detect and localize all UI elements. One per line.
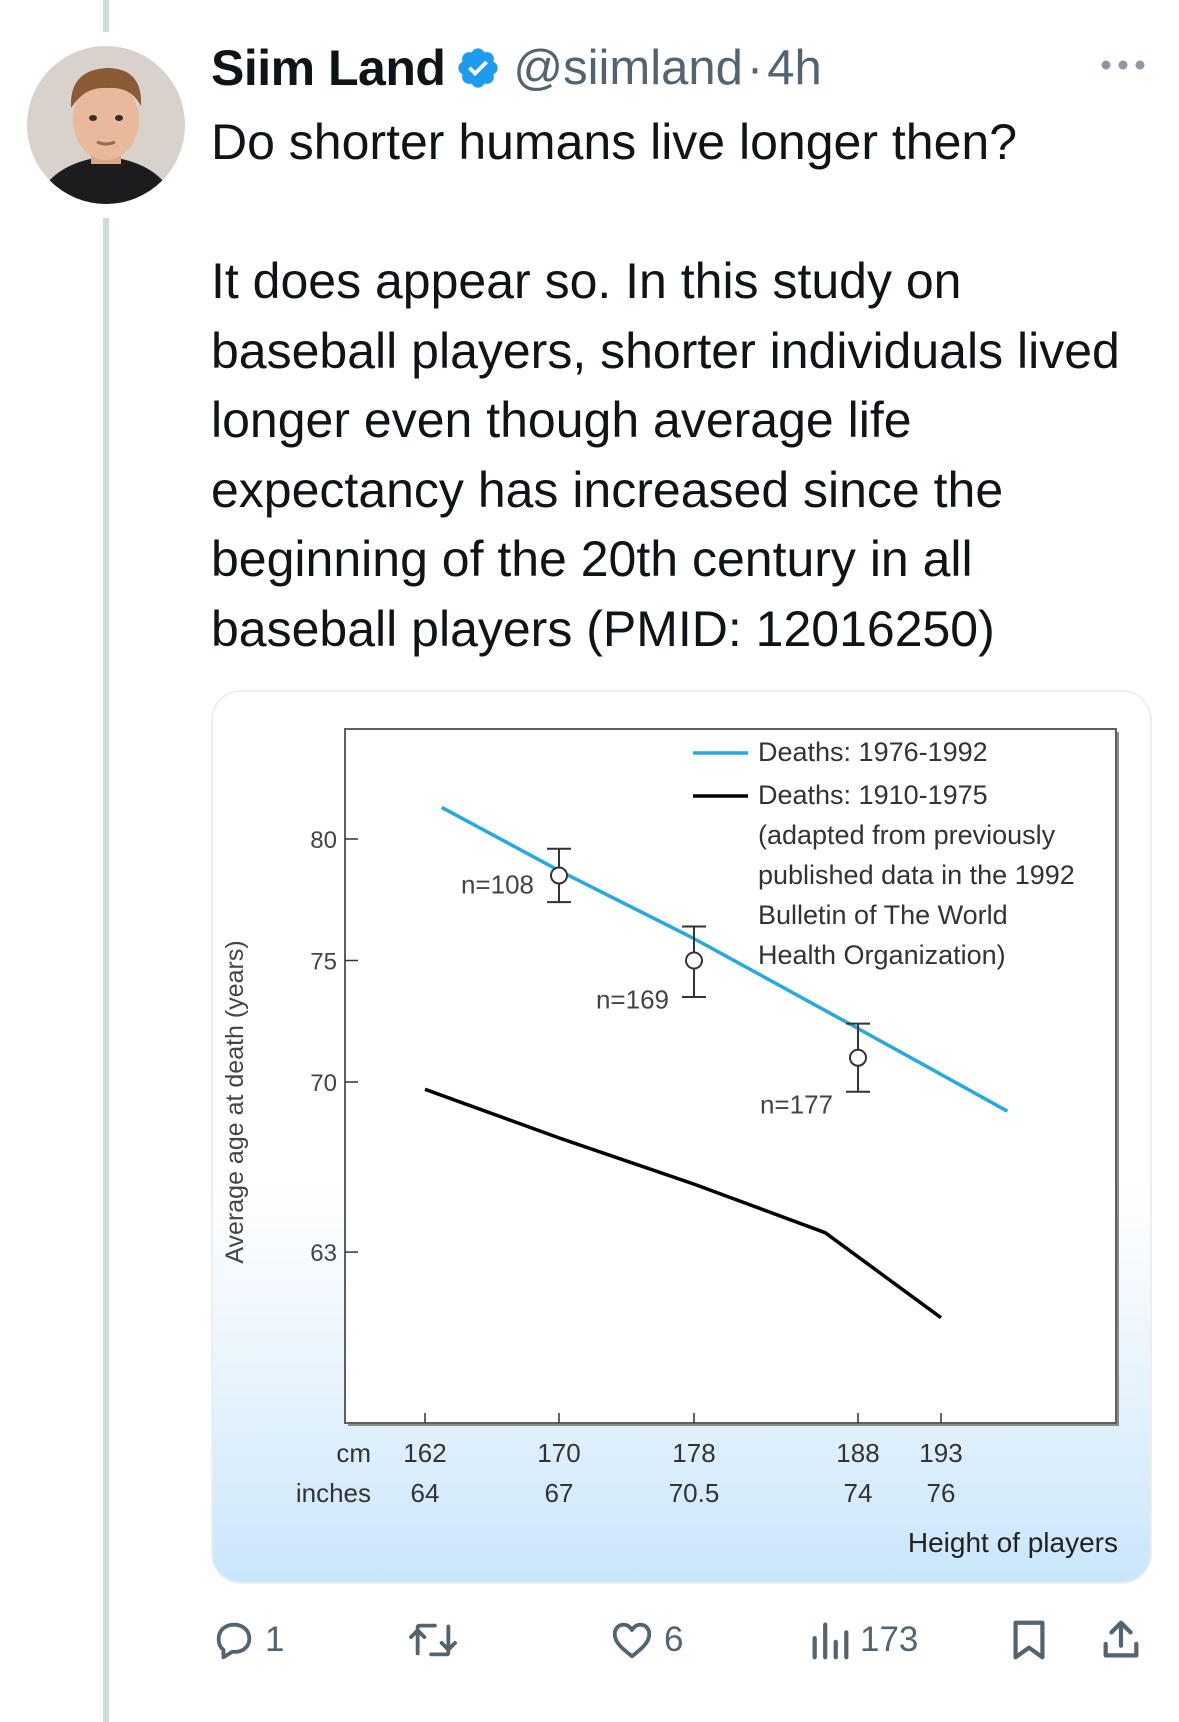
- reply-count: 1: [265, 1620, 285, 1659]
- more-dots-icon[interactable]: [1100, 58, 1146, 72]
- thread-line: [103, 218, 109, 1722]
- legend-note-line-2: published data in the 1992: [758, 860, 1075, 890]
- legend-note-line-4: Health Organization): [758, 940, 1006, 970]
- retweet-button[interactable]: [405, 1610, 469, 1670]
- y-tick-label-63: 63: [310, 1240, 337, 1267]
- views-count: 173: [860, 1620, 919, 1659]
- bookmark-button[interactable]: [1006, 1610, 1052, 1670]
- share-icon: [1103, 1620, 1139, 1658]
- x-tick-label-cm-193: 193: [919, 1438, 962, 1468]
- avatar[interactable]: [27, 46, 185, 204]
- sample-size-label-2: n=169: [596, 985, 669, 1015]
- timestamp[interactable]: 4h: [767, 41, 822, 95]
- views-button[interactable]: 173: [808, 1610, 918, 1670]
- y-tick-label-80: 80: [310, 827, 337, 854]
- x-tick-label-in-64: 64: [411, 1478, 440, 1508]
- x-tick-label-cm-170: 170: [537, 1438, 580, 1468]
- legend-label-recent: Deaths: 1976-1992: [758, 737, 988, 767]
- tweet-header: Siim Land @siimland · 4h: [211, 38, 822, 98]
- separator-dot: ·: [746, 41, 764, 95]
- action-bar: 1 6 173: [0, 1610, 1179, 1670]
- x-tick-label-in-74: 74: [844, 1478, 873, 1508]
- like-count: 6: [664, 1620, 684, 1659]
- x-tick-label-in-67: 67: [545, 1478, 574, 1508]
- avatar-image: [27, 46, 185, 204]
- sample-size-label-1: n=108: [461, 869, 534, 899]
- plot-area: [344, 728, 1117, 1424]
- media-card[interactable]: 80 75 70 63 Average age at death (years) 162 6…: [211, 690, 1152, 1584]
- data-point-1: [550, 866, 568, 885]
- data-point-2: [685, 951, 703, 970]
- y-tick-label-70: 70: [310, 1070, 337, 1097]
- display-name[interactable]: Siim Land: [211, 40, 446, 96]
- x-tick-label-in-76: 76: [927, 1478, 956, 1508]
- x-tick-label-cm-162: 162: [403, 1438, 446, 1468]
- legend-note-line-3: Bulletin of The World: [758, 900, 1008, 930]
- x-tick-label-in-70.5: 70.5: [669, 1478, 720, 1508]
- share-button[interactable]: [1098, 1610, 1144, 1670]
- x-axis-label: Height of players: [908, 1527, 1118, 1558]
- handle[interactable]: @siimland: [513, 41, 743, 95]
- verified-badge-icon: [458, 48, 499, 88]
- bookmark-icon: [1013, 1620, 1045, 1660]
- legend-note-line-1: (adapted from previously: [758, 820, 1056, 850]
- like-button[interactable]: 6: [608, 1610, 683, 1670]
- heart-icon: [612, 1622, 652, 1659]
- series-line-early: [424, 1087, 943, 1320]
- thread-line-top: [103, 0, 109, 32]
- x-tick-label-cm-188: 188: [836, 1438, 879, 1468]
- chart: 80 75 70 63 Average age at death (years) 162 6…: [221, 728, 1119, 1558]
- reply-button[interactable]: 1: [211, 1610, 284, 1670]
- data-point-3: [849, 1048, 867, 1067]
- x-tick-label-cm-178: 178: [672, 1438, 715, 1468]
- views-icon: [812, 1622, 849, 1660]
- tweet-text: Do shorter humans live longer then? It d…: [211, 114, 1120, 657]
- y-tick-label-75: 75: [310, 949, 337, 976]
- legend-label-early: Deaths: 1910-1975: [758, 780, 988, 810]
- reply-icon: [216, 1622, 252, 1660]
- x-unit-inches: inches: [296, 1478, 371, 1508]
- retweet-icon: [409, 1623, 457, 1657]
- sample-size-label-3: n=177: [760, 1090, 833, 1120]
- x-unit-cm: cm: [336, 1438, 371, 1468]
- y-axis-label: Average age at death (years): [221, 940, 249, 1263]
